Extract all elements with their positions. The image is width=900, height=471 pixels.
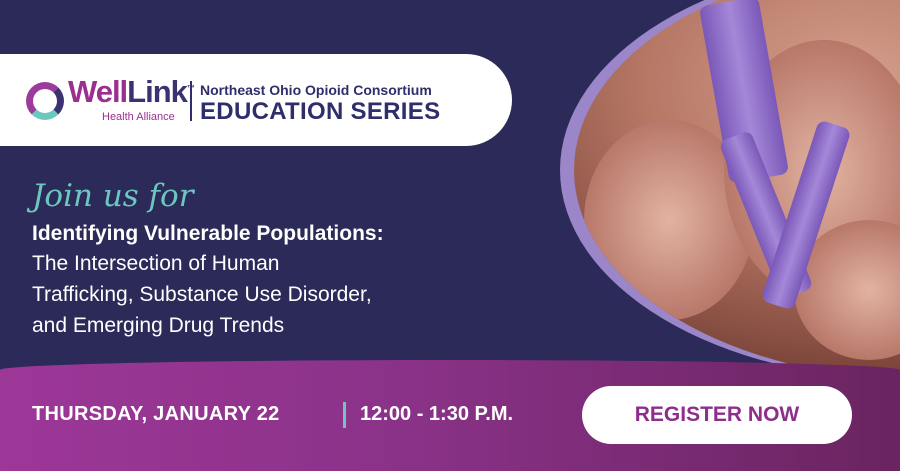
event-subtitle-line: The Intersection of Human (32, 252, 280, 275)
event-time: 12:00 - 1:30 P.M. (360, 403, 514, 425)
hands-ribbon-photo (560, 0, 900, 380)
photo-image (574, 0, 900, 380)
divider (190, 81, 192, 121)
event-subtitle-line: Trafficking, Substance Use Disorder, (32, 283, 372, 306)
separator (343, 402, 346, 428)
join-us-heading: Join us for (32, 178, 194, 214)
logo-word-prefix: Well (68, 74, 128, 109)
series-name: EDUCATION SERIES (200, 98, 441, 125)
event-subtitle-line: and Emerging Drug Trends (32, 314, 285, 337)
logo-word-suffix: Link (127, 74, 188, 109)
event-date: THURSDAY, JANUARY 22 (32, 403, 280, 425)
organization-name: Northeast Ohio Opioid Consortium (200, 82, 432, 98)
event-title: Identifying Vulnerable Populations: (32, 222, 384, 245)
header-pill: WellLink™ Health Alliance Northeast Ohio… (0, 54, 512, 146)
welllink-logo-icon (26, 82, 64, 120)
register-now-button[interactable]: REGISTER NOW (582, 386, 852, 444)
logo-tagline: Health Alliance (102, 111, 175, 123)
welllink-logo: WellLink™ (68, 74, 195, 110)
